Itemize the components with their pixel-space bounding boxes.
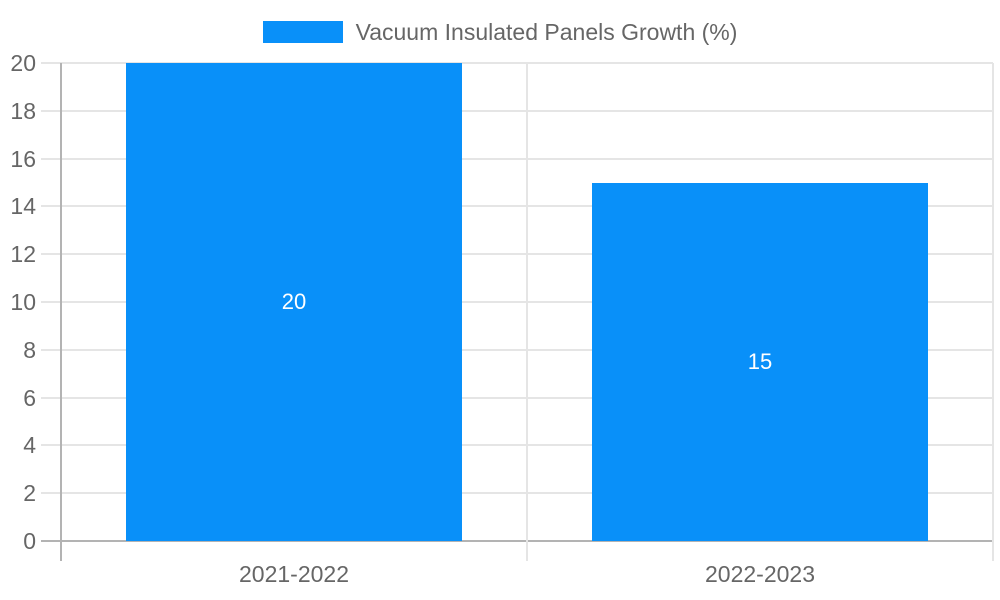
x-tick-label: 2022-2023 (705, 561, 815, 587)
y-gridline (41, 301, 993, 303)
y-axis-line (60, 63, 62, 561)
bar[interactable] (126, 63, 462, 541)
legend-label: Vacuum Insulated Panels Growth (%) (355, 19, 738, 45)
y-tick-label: 20 (10, 50, 36, 76)
y-tick-label: 18 (10, 97, 36, 124)
x-gridline (992, 63, 994, 561)
x-gridline (526, 63, 528, 561)
y-tick-label: 2 (23, 480, 36, 507)
bar-value-label: 15 (747, 348, 773, 374)
bar-value-label: 20 (281, 289, 307, 314)
y-tick-label: 0 (23, 528, 36, 554)
y-gridline (41, 396, 993, 399)
y-gridline (41, 253, 993, 256)
y-gridline (41, 157, 993, 160)
legend[interactable]: Vacuum Insulated Panels Growth (%) (0, 19, 1000, 45)
y-gridline (41, 109, 993, 112)
y-gridline (41, 205, 993, 208)
bar[interactable] (592, 182, 928, 541)
y-tick-label: 14 (10, 193, 36, 220)
x-axis-line (41, 540, 993, 542)
y-gridline (41, 348, 993, 351)
y-tick-label: 8 (23, 336, 36, 363)
y-tick-label: 16 (10, 145, 36, 172)
y-tick-label: 6 (23, 384, 36, 411)
y-gridline (41, 62, 993, 64)
y-tick-label: 12 (10, 241, 36, 268)
y-gridline (41, 492, 993, 495)
x-tick-label: 2021-2022 (239, 561, 349, 587)
y-tick-label: 10 (10, 289, 36, 315)
y-tick-label: 4 (23, 432, 36, 459)
legend-swatch-icon (262, 21, 343, 43)
y-gridline (41, 444, 993, 447)
